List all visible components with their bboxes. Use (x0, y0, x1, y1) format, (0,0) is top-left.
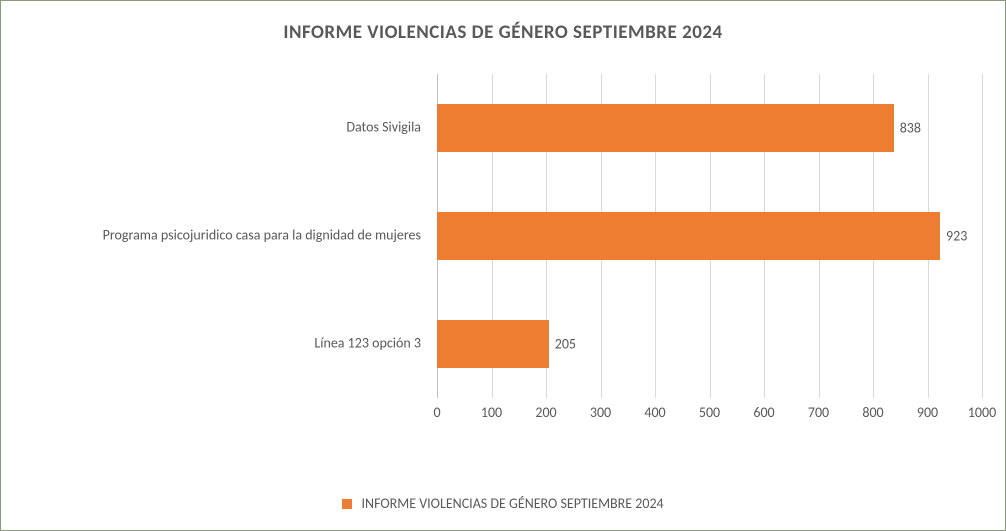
x-axis-tick: 200 (535, 404, 556, 421)
legend-label: INFORME VIOLENCIAS DE GÉNERO SEPTIEMBRE … (362, 495, 664, 512)
x-axis-ticks: 01002003004005006007008009001000 (437, 404, 982, 424)
x-axis-tick: 700 (808, 404, 829, 421)
bar: 923 (437, 212, 940, 260)
x-axis-tick: 1000 (968, 404, 996, 421)
gridline (982, 74, 983, 398)
y-axis-label: Línea 123 opción 3 (21, 336, 421, 353)
x-axis-tick: 100 (481, 404, 502, 421)
x-axis-tick: 300 (590, 404, 611, 421)
x-axis-tick: 900 (917, 404, 938, 421)
y-axis-labels: Datos Sivigila Programa psicojuridico cas… (21, 74, 421, 398)
legend: INFORME VIOLENCIAS DE GÉNERO SEPTIEMBRE … (1, 494, 1005, 512)
x-axis-tick: 0 (433, 404, 440, 421)
bar: 838 (437, 104, 894, 152)
y-axis-label: Programa psicojuridico casa para la dign… (21, 228, 421, 245)
legend-swatch (342, 499, 352, 509)
x-axis-tick: 600 (753, 404, 774, 421)
bar: 205 (437, 320, 549, 368)
x-axis-tick: 800 (862, 404, 883, 421)
x-axis-tick: 500 (699, 404, 720, 421)
y-axis-label: Datos Sivigila (21, 120, 421, 137)
plot-area: 838 923 205 (437, 74, 982, 398)
x-axis-tick: 400 (644, 404, 665, 421)
plot-row: Datos Sivigila Programa psicojuridico cas… (21, 74, 985, 428)
bar-value-label: 205 (549, 336, 576, 353)
bar-value-label: 923 (940, 228, 967, 245)
bar-value-label: 838 (894, 120, 921, 137)
chart-title: INFORME VIOLENCIAS DE GÉNERO SEPTIEMBRE … (1, 21, 1005, 44)
chart-frame: INFORME VIOLENCIAS DE GÉNERO SEPTIEMBRE … (0, 0, 1006, 531)
